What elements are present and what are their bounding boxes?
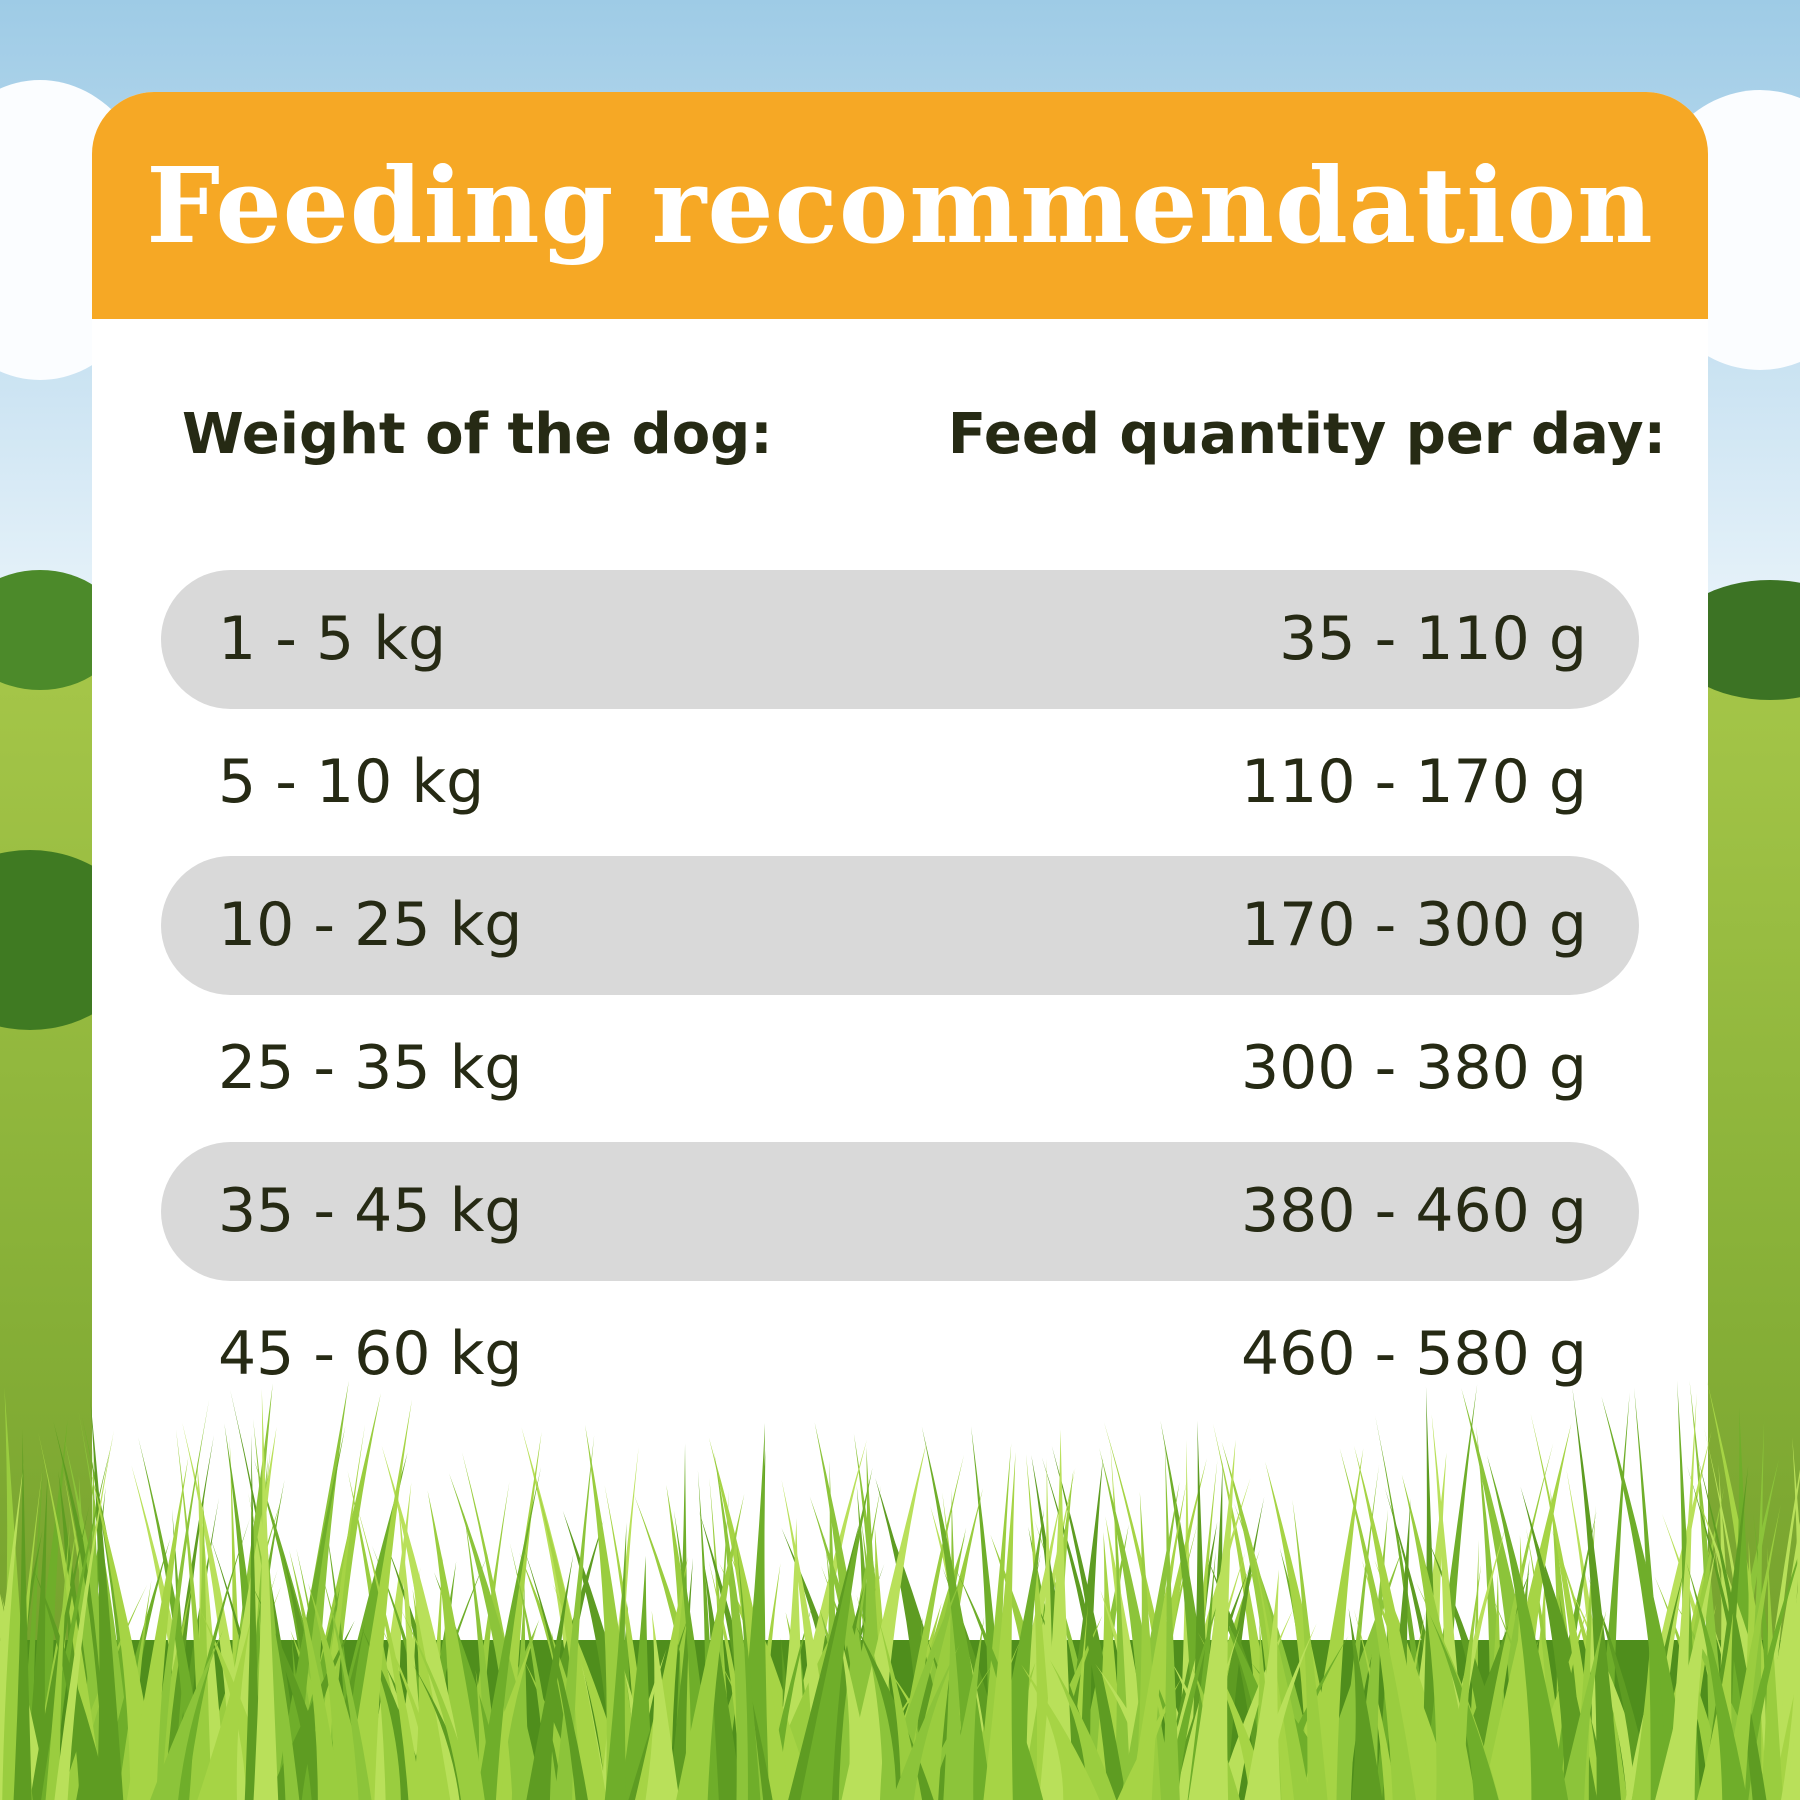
tree <box>0 570 120 690</box>
table-row: 35 - 45 kg 380 - 460 g <box>161 1142 1639 1281</box>
table-row: 45 - 60 kg 460 - 580 g <box>161 1285 1639 1424</box>
header: Feeding recommendation <box>92 92 1708 319</box>
table-cell: 5 - 10 kg <box>218 747 485 817</box>
table-cell: 300 - 380 g <box>1241 1033 1587 1103</box>
table-cell: 45 - 60 kg <box>218 1319 523 1389</box>
table-cell: 460 - 580 g <box>1241 1319 1587 1389</box>
table-row: 10 - 25 kg 170 - 300 g <box>161 856 1639 995</box>
title: Feeding recommendation <box>146 144 1654 267</box>
table-cell: 110 - 170 g <box>1241 747 1587 817</box>
table-row: 5 - 10 kg 110 - 170 g <box>161 713 1639 852</box>
column-header: Feed quantity per day: <box>947 402 1666 467</box>
table-cell: 35 - 45 kg <box>218 1176 523 1246</box>
table-cell: 1 - 5 kg <box>218 604 447 674</box>
table-cell: 380 - 460 g <box>1241 1176 1587 1246</box>
card: Feeding recommendation Weight of the dog… <box>92 92 1708 1800</box>
table-cell: 10 - 25 kg <box>218 890 523 960</box>
table-row: 1 - 5 kg 35 - 110 g <box>161 570 1639 709</box>
table-row: 25 - 35 kg 300 - 380 g <box>161 999 1639 1138</box>
table-cell: 170 - 300 g <box>1241 890 1587 960</box>
column-header: Weight of the dog: <box>182 402 773 467</box>
table-cell: 35 - 110 g <box>1279 604 1587 674</box>
table-cell: 25 - 35 kg <box>218 1033 523 1103</box>
